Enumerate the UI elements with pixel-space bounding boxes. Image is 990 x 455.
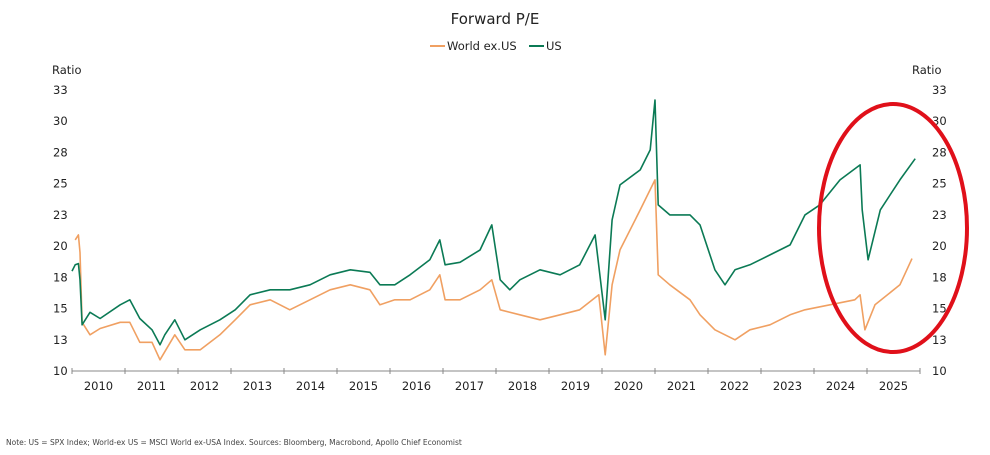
y-tick-label-left: 23 xyxy=(53,208,68,222)
y-axis-label-left: Ratio xyxy=(52,63,82,77)
x-tick-label: 2016 xyxy=(402,379,431,393)
x-tick-label: 2015 xyxy=(349,379,378,393)
x-tick-label: 2023 xyxy=(773,379,802,393)
y-tick-label-right: 13 xyxy=(932,333,947,347)
x-tick-label: 2024 xyxy=(826,379,855,393)
x-tick-label: 2010 xyxy=(84,379,113,393)
legend: World ex.US US xyxy=(430,39,562,53)
x-tick-label: 2017 xyxy=(455,379,484,393)
y-tick-label-right: 25 xyxy=(932,177,947,191)
y-tick-label-right: 28 xyxy=(932,145,947,159)
y-tick-label-left: 18 xyxy=(53,270,68,284)
y-tick-label-right: 18 xyxy=(932,270,947,284)
x-tick-label: 2019 xyxy=(561,379,590,393)
y-tick-label-right: 20 xyxy=(932,239,947,253)
source-note: Note: US = SPX Index; World-ex US = MSCI… xyxy=(6,438,462,447)
x-tick-label: 2025 xyxy=(879,379,908,393)
y-tick-label-left: 13 xyxy=(53,333,68,347)
y-tick-label-left: 30 xyxy=(53,114,68,128)
y-tick-label-right: 10 xyxy=(932,364,947,378)
series-line-world-ex-us xyxy=(74,179,913,361)
x-tick-label: 2022 xyxy=(720,379,749,393)
y-tick-label-left: 33 xyxy=(53,83,68,97)
series-line-us xyxy=(71,99,916,346)
y-tick-label-right: 23 xyxy=(932,208,947,222)
y-tick-label-left: 15 xyxy=(53,302,68,316)
x-tick-label: 2013 xyxy=(243,379,272,393)
x-tick-label: 2012 xyxy=(190,379,219,393)
y-tick-label-left: 20 xyxy=(53,239,68,253)
x-tick-label: 2018 xyxy=(508,379,537,393)
y-tick-label-right: 15 xyxy=(932,302,947,316)
highlight-ellipse-annotation xyxy=(817,102,969,354)
y-tick-label-right: 33 xyxy=(932,83,947,97)
y-tick-label-left: 25 xyxy=(53,177,68,191)
chart-title: Forward P/E xyxy=(451,10,540,28)
x-tick-label: 2021 xyxy=(667,379,696,393)
x-tick-label: 2014 xyxy=(296,379,325,393)
legend-label-us: US xyxy=(546,39,562,53)
x-tick-label: 2020 xyxy=(614,379,643,393)
legend-label-world-ex-us: World ex.US xyxy=(447,39,517,53)
y-tick-label-left: 28 xyxy=(53,145,68,159)
x-tick-label: 2011 xyxy=(137,379,166,393)
y-axis-label-right: Ratio xyxy=(912,63,942,77)
y-tick-label-left: 10 xyxy=(53,364,68,378)
